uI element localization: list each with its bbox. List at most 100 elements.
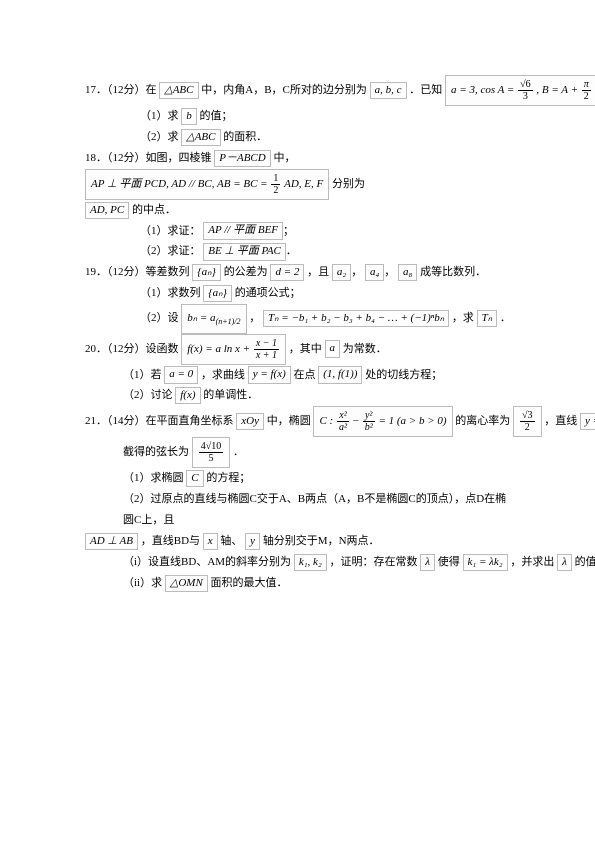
p17-q1-lead: （1）求 xyxy=(140,110,179,122)
p17-tri: △ABC xyxy=(159,82,198,99)
p21-q2-mid1: ，直线BD与 xyxy=(141,535,200,547)
p19-bn-box: bₙ = a(n+1)/2 xyxy=(181,304,246,333)
p21-chord-box: 4√10 5 xyxy=(192,437,231,468)
p18-cond1-text: AP ⊥ 平面 PCD, AD // BC, AB = BC = xyxy=(91,178,268,190)
p21-chord-num: 4√10 xyxy=(199,441,224,453)
p20-yfx: y = f(x) xyxy=(248,366,291,383)
p19-Tn-def: Tₙ = −b₁ + b₂ − b₃ + b₄ − … + (−1)ⁿbₙ xyxy=(263,310,449,327)
p20-fx-num: x − 1 xyxy=(254,338,279,350)
p21-k1k2: k₁, k₂ xyxy=(294,554,327,571)
p18-cond2-tail: 的中点． xyxy=(132,204,176,216)
p17-q1-tail: 的值； xyxy=(200,110,233,122)
p17-q2-tail: 的面积． xyxy=(223,131,267,143)
p17-pi-frac: π 2 xyxy=(581,79,592,102)
p17-q2-lead: （2）求 xyxy=(140,131,179,143)
p19-mid3: 成等比数列． xyxy=(420,266,486,278)
p18-half-num: 1 xyxy=(271,173,280,185)
p21-adab-line: AD ⊥ AB ，直线BD与 x 轴、 y 轴分别交于M，N两点． xyxy=(85,531,510,552)
p21-C-box: C : x² a² − y² b² = 1 (a > b > 0) xyxy=(313,406,452,437)
p21-adab: AD ⊥ AB xyxy=(85,533,138,550)
p21-q1-tail: 的方程； xyxy=(206,472,250,484)
p17-abc: a, b, c xyxy=(370,82,407,99)
p20-fx-box: f(x) = a ln x + x − 1 x + 1 xyxy=(181,334,286,365)
p17-given-box: a = 3, cos A = √6 3 , B = A + π 2 xyxy=(445,75,595,106)
p21-C-den2: b² xyxy=(363,422,375,433)
p19-q2: （2）设 bₙ = a(n+1)/2 ， Tₙ = −b₁ + b₂ − b₃ … xyxy=(85,304,510,333)
p21-C-post: = 1 (a > b > 0) xyxy=(378,415,446,427)
p21-q2-mid2: 轴、 xyxy=(220,535,242,547)
exam-page: 17．（12分）在 △ABC 中，内角A，B，C所对的边分别为 a, b, c … xyxy=(0,0,595,634)
p21-chord-lead: 截得的弦长为 xyxy=(123,446,189,458)
p18-q2-lead: （2）求证： xyxy=(140,245,201,257)
p19-bn-sub: (n+1)/2 xyxy=(216,317,241,326)
p17-cosA-frac: √6 3 xyxy=(517,79,534,102)
p17-cosA-den: 3 xyxy=(518,91,533,102)
p19-d: d = 2 xyxy=(270,264,304,281)
p21-ecc-frac: √3 2 xyxy=(519,410,536,433)
p19-mid2: ，且 xyxy=(307,266,329,278)
p21-lam: λ xyxy=(420,554,435,571)
p20-a0: a = 0 xyxy=(164,366,198,383)
p21-mid3: ，直线 xyxy=(544,415,577,427)
p19-q1-an: {aₙ} xyxy=(203,285,232,302)
p21-chord-tail: ． xyxy=(233,446,244,458)
p18-cond2: AD, PC 的中点． xyxy=(85,200,510,221)
p21-qi-mid1: ，证明：存在常数 xyxy=(329,556,417,568)
p21-qii-lead: （ii）求 xyxy=(123,577,162,589)
p19-q1: （1）求数列 {aₙ} 的通项公式； xyxy=(85,283,510,304)
p20-q1-tail: 处的切线方程； xyxy=(365,369,442,381)
p19-a4: a₄ xyxy=(365,264,384,281)
p21-C-minus: − xyxy=(353,415,359,427)
p19-a8: a₈ xyxy=(398,264,417,281)
p21-mid1: 中，椭圆 xyxy=(267,415,311,427)
p19-Tn: Tₙ xyxy=(477,310,498,327)
p20-q2-tail: 的单调性． xyxy=(203,389,258,401)
p18-q1-box: AP // 平面 BEF xyxy=(203,222,283,239)
p17-pi-den: 2 xyxy=(582,91,591,102)
p21-chord: 截得的弦长为 4√10 5 ． xyxy=(85,437,510,468)
p18-q2: （2）求证： BE ⊥ 平面 PAC． xyxy=(85,241,510,262)
p19-q2-tail1: ，求 xyxy=(452,312,474,324)
p20-q1-lead: （1）若 xyxy=(123,369,162,381)
p17-line1: 17．（12分）在 △ABC 中，内角A，B，C所对的边分别为 a, b, c … xyxy=(85,75,510,106)
p21-C-den1: a² xyxy=(337,422,349,433)
p21-C-f2: y² b² xyxy=(362,410,376,433)
p19-q1-tail: 的通项公式； xyxy=(235,287,301,299)
p20-q1-mid: ，求曲线 xyxy=(201,369,245,381)
p21-x: x xyxy=(203,533,218,550)
p18-prefix: 18．（12分）如图，四棱锥 xyxy=(85,152,212,164)
p19-an: {aₙ} xyxy=(192,264,221,281)
p21-lam2: λ xyxy=(557,554,572,571)
p21-mid2: 的离心率为 xyxy=(455,415,510,427)
p17-q1-b: b xyxy=(181,108,197,125)
p21-qi-tail: 的值； xyxy=(575,556,595,568)
p18-q1: （1）求证： AP // 平面 BEF； xyxy=(85,221,510,242)
p17-q2: （2）求 △ABC 的面积． xyxy=(85,127,510,148)
p21-omn: △OMN xyxy=(165,575,208,592)
p18-cond1b: AD, E, F xyxy=(284,178,323,190)
p21-ecc-den: 2 xyxy=(520,422,535,433)
p21-qii-tail: 面积的最大值． xyxy=(211,577,288,589)
p19-q1-lead: （1）求数列 xyxy=(140,287,201,299)
p21-C-num1: x² xyxy=(337,410,349,422)
p21-q1: （1）求椭圆 C 的方程； xyxy=(85,468,510,489)
p18-pabcd: P－ABCD xyxy=(214,150,270,167)
p21-xoy: xOy xyxy=(236,413,264,430)
p21-qi-lead: （i）设直线BD、AM的斜率分别为 xyxy=(123,556,291,568)
p21-C-f1: x² a² xyxy=(336,410,350,433)
p21-yx: y = x xyxy=(580,413,595,430)
p19-a2: a₂ xyxy=(332,264,351,281)
p20-fx: f(x) = a ln x + xyxy=(187,343,250,355)
p20-fx-den: x + 1 xyxy=(254,350,279,361)
p19-q2-lead: （2）设 xyxy=(140,312,179,324)
p21-klam: k₁ = λk₂ xyxy=(463,554,508,571)
p18-q1-lead: （1）求证： xyxy=(140,225,201,237)
p21-q2: （2）过原点的直线与椭圆C交于A、B两点（A，B不是椭圆C的顶点），点D在椭圆C… xyxy=(85,489,510,531)
p21-ecc-num: √3 xyxy=(520,410,535,422)
p17-cosA-num: √6 xyxy=(518,79,533,91)
p21-qi-mid2: 使得 xyxy=(438,556,460,568)
p21-C-num2: y² xyxy=(363,410,375,422)
p20-fx-frac: x − 1 x + 1 xyxy=(253,338,280,361)
p17-pi-num: π xyxy=(582,79,591,91)
p17-given-a: a = 3, cos A = xyxy=(451,84,514,96)
